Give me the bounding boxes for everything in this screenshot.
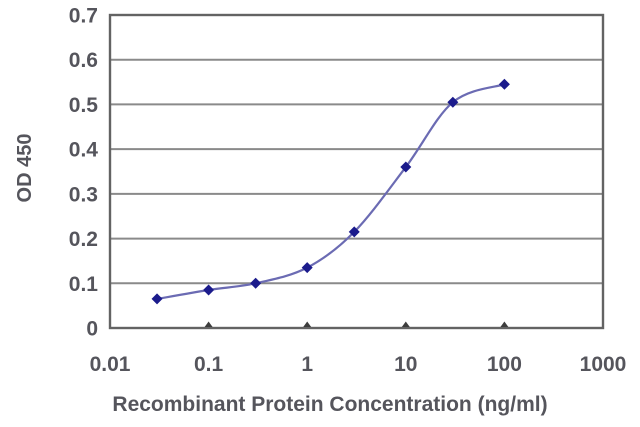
y-axis-title: OD 450 [14,134,36,203]
series-layer [151,78,510,305]
data-point-marker [203,284,215,296]
x-axis-tick-mark [500,321,509,327]
y-tick-label: 0.5 [69,94,99,117]
y-tick-label: 0.4 [69,139,99,162]
x-tick-label: 100 [487,353,522,376]
data-point-marker [498,78,510,90]
y-tick-label: 0.6 [69,49,98,72]
x-tick-label: 0.01 [90,353,131,376]
tick-label-layer: 0 0.1 0.2 0.3 0.4 0.5 0.6 0.7 0.01 0.1 1 10 100 1000 [69,5,627,377]
y-tick-label: 0.7 [69,5,98,28]
tick-mark-layer [204,321,509,327]
data-point-marker [250,277,262,289]
data-point-marker [400,161,412,173]
data-point-marker [151,293,163,305]
y-tick-label: 0 [86,318,98,341]
plot-border [108,13,605,330]
data-point-marker [301,262,313,274]
x-tick-label: 0.1 [194,353,224,376]
data-point-marker [447,96,459,108]
x-axis-title: Recombinant Protein Concentration (ng/ml… [112,393,547,416]
y-tick-label: 0.1 [69,273,99,296]
grid-layer [110,58,603,285]
series-line [156,83,505,301]
x-tick-label: 10 [394,353,417,376]
plot-border-layer [108,13,605,330]
x-tick-label: 1000 [580,353,627,376]
x-axis-tick-mark [204,321,213,327]
y-tick-label: 0.3 [69,183,98,206]
y-tick-label: 0.2 [69,228,98,251]
data-point-marker [348,226,360,238]
x-tick-label: 1 [301,353,313,376]
x-axis-tick-mark [303,321,312,327]
x-axis-tick-mark [401,321,410,327]
